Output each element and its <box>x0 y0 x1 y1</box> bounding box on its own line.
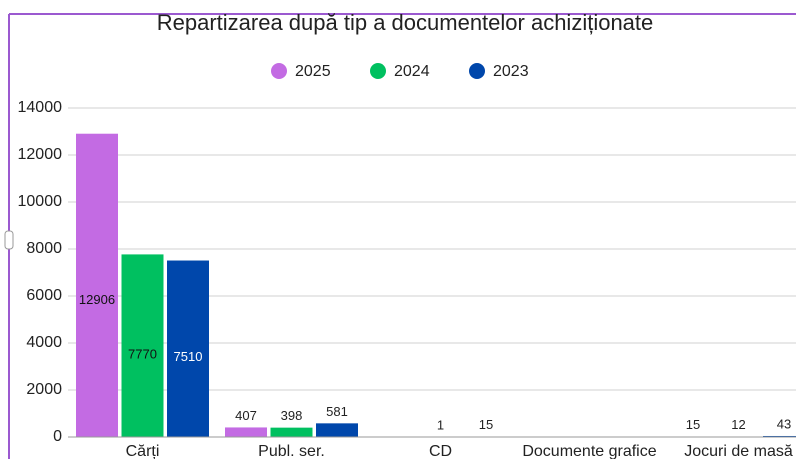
resize-handle[interactable] <box>4 230 14 250</box>
y-tick-label: 14000 <box>18 99 63 116</box>
y-tick-label: 10000 <box>18 193 63 210</box>
y-tick-label: 12000 <box>18 146 63 163</box>
data-label: 7510 <box>174 349 203 364</box>
data-label: 43 <box>777 416 791 431</box>
data-label: 398 <box>281 408 303 423</box>
legend-swatch <box>370 63 386 79</box>
data-label: 407 <box>235 408 257 423</box>
bar <box>76 133 118 438</box>
x-tick-label: Publ. ser. <box>258 443 325 459</box>
y-tick-label: 8000 <box>26 240 62 257</box>
legend-label: 2025 <box>295 63 331 80</box>
legend-swatch <box>271 63 287 79</box>
data-label: 1 <box>437 417 444 432</box>
bar <box>270 427 313 437</box>
data-label: 581 <box>326 404 348 419</box>
bar <box>121 254 164 437</box>
y-tick-label: 2000 <box>26 381 62 398</box>
x-tick-label: Documente grafice <box>522 443 656 459</box>
data-label: 15 <box>686 417 700 432</box>
data-label: 15 <box>479 417 493 432</box>
y-tick-label: 6000 <box>26 287 62 304</box>
data-label: 12 <box>731 417 745 432</box>
x-tick-label: CD <box>429 443 452 459</box>
legend-label: 2024 <box>394 63 430 80</box>
x-tick-label: Cărți <box>126 443 160 459</box>
bar <box>316 423 358 437</box>
y-tick-label: 4000 <box>26 334 62 351</box>
legend-label: 2023 <box>493 63 529 80</box>
bar <box>167 260 209 437</box>
legend-swatch <box>469 63 485 79</box>
bar <box>763 435 796 437</box>
y-tick-label: 0 <box>53 428 62 445</box>
chart-title: Repartizarea după tip a documentelor ach… <box>157 10 654 35</box>
data-label: 12906 <box>79 292 115 307</box>
x-tick-label: Jocuri de masă <box>684 443 793 459</box>
bar <box>225 427 267 437</box>
data-label: 7770 <box>128 346 157 361</box>
